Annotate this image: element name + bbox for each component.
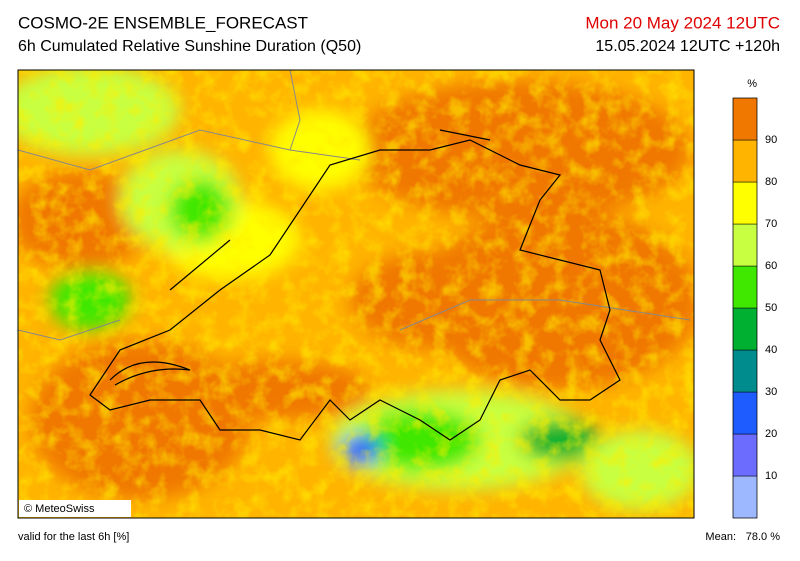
colorbar-tick-label: 30: [765, 386, 777, 398]
colorbar-tick-label: 50: [765, 302, 777, 314]
colorbar-segment: [732, 139, 758, 183]
colorbar-segment: [732, 475, 758, 519]
colorbar-tick-label: 60: [765, 260, 777, 272]
colorbar-unit: %: [747, 78, 757, 90]
colorbar-segment: [732, 97, 758, 141]
colorbar-tick-label: 90: [765, 134, 777, 146]
valid-time: Mon 20 May 2024 12UTC: [585, 13, 780, 32]
title: COSMO-2E ENSEMBLE_FORECAST: [18, 13, 308, 32]
colorbar: 10 20 30 40 50 60 70 80 90: [732, 97, 777, 519]
colorbar-segment: [732, 265, 758, 309]
run-time: 15.05.2024 12UTC +120h: [595, 38, 780, 55]
credit: © MeteoSwiss: [24, 503, 95, 515]
colorbar-segment: [732, 349, 758, 393]
footer-note: valid for the last 6h [%]: [18, 531, 129, 543]
map-frame: [17, 69, 695, 519]
mean-value: 78.0 %: [746, 531, 780, 543]
colorbar-segment: [732, 223, 758, 267]
colorbar-tick-label: 20: [765, 428, 777, 440]
credit-box: [19, 500, 131, 517]
colorbar-segment: [732, 181, 758, 225]
colorbar-frame: [732, 97, 758, 519]
mean-label: Mean:: [705, 531, 736, 543]
colorbar-segment: [732, 433, 758, 477]
colorbar-tick-label: 80: [765, 176, 777, 188]
colorbar-tick-label: 10: [765, 470, 777, 482]
colorbar-segment: [732, 307, 758, 351]
colorbar-tick-label: 40: [765, 344, 777, 356]
colorbar-tick-label: 70: [765, 218, 777, 230]
colorbar-segment: [732, 391, 758, 435]
subtitle: 6h Cumulated Relative Sunshine Duration …: [18, 38, 361, 55]
map: [18, 70, 694, 518]
